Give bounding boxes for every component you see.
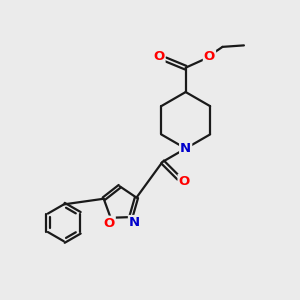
Text: O: O [178,175,190,188]
Text: N: N [129,216,140,229]
Text: N: N [180,142,191,155]
Text: O: O [103,217,115,230]
Text: O: O [204,50,215,64]
Text: O: O [153,50,164,64]
